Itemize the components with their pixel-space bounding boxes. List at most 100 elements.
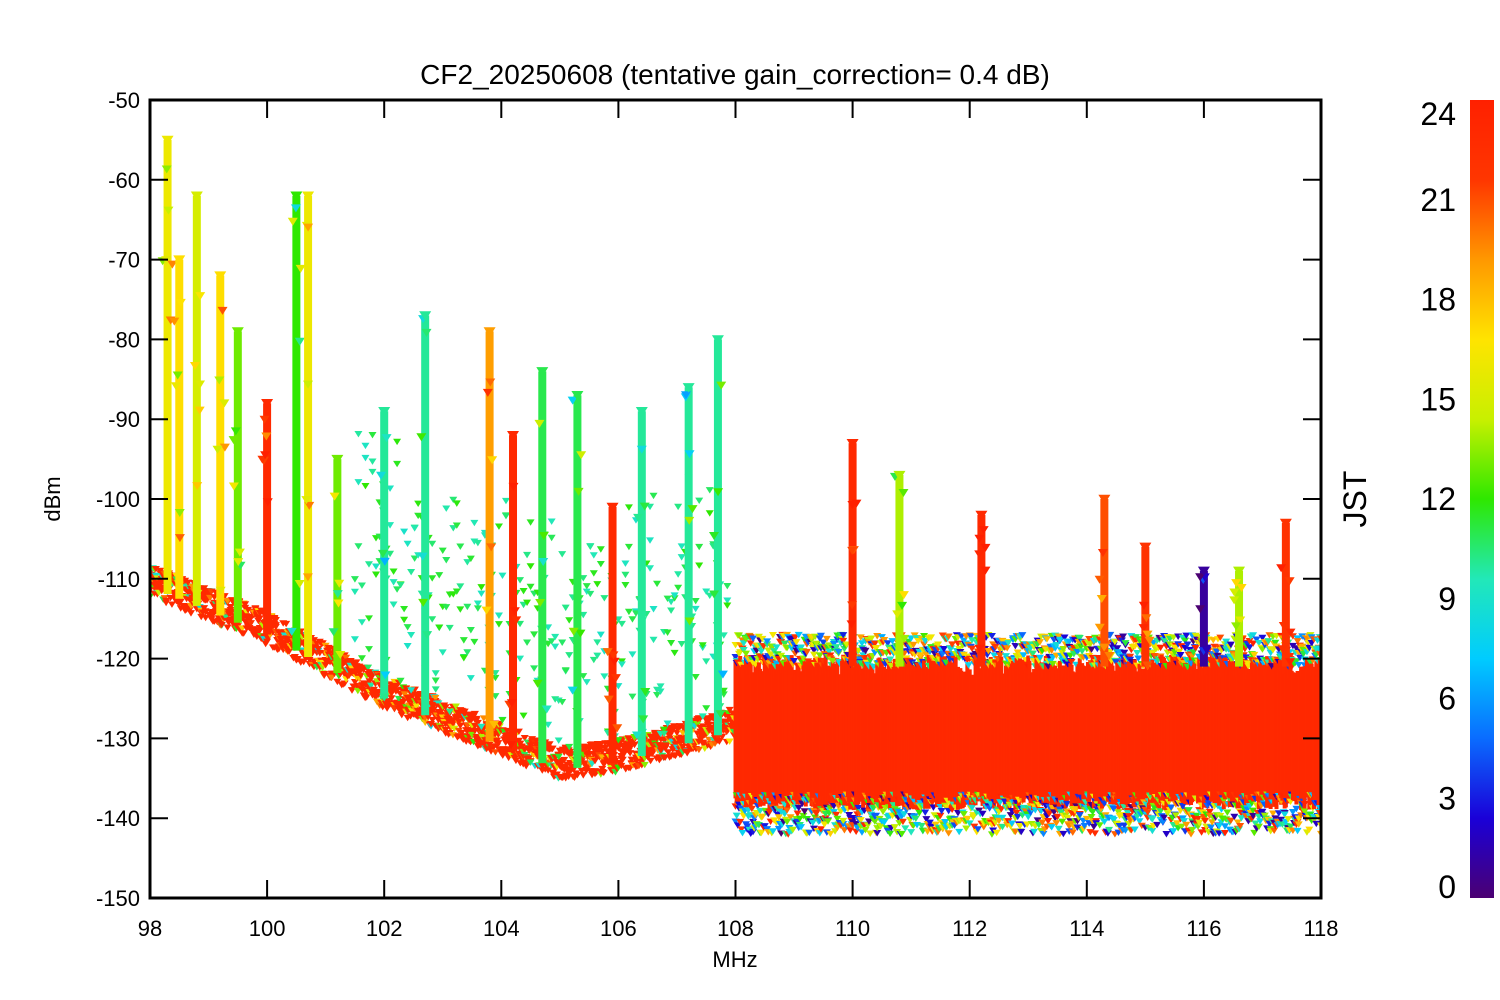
data-marker bbox=[357, 655, 366, 662]
data-marker bbox=[1095, 822, 1104, 829]
data-marker bbox=[1130, 826, 1139, 833]
data-marker bbox=[777, 652, 786, 660]
data-marker bbox=[1003, 645, 1012, 652]
data-marker bbox=[589, 570, 598, 577]
data-marker bbox=[449, 496, 458, 504]
data-marker bbox=[670, 649, 679, 657]
data-marker bbox=[523, 551, 532, 559]
data-marker bbox=[1030, 828, 1039, 836]
data-marker bbox=[959, 651, 968, 659]
data-marker bbox=[839, 817, 848, 825]
data-marker bbox=[1035, 654, 1044, 662]
data-marker bbox=[239, 630, 248, 637]
data-marker bbox=[934, 641, 943, 648]
data-marker bbox=[470, 519, 479, 527]
data-marker bbox=[598, 748, 607, 755]
colorbar-tick-label: 0 bbox=[1438, 869, 1456, 905]
data-marker bbox=[350, 576, 359, 583]
data-marker bbox=[1062, 800, 1071, 808]
data-marker bbox=[350, 679, 359, 686]
data-marker bbox=[472, 715, 481, 723]
data-marker bbox=[660, 730, 669, 738]
data-marker bbox=[656, 683, 665, 690]
data-marker bbox=[596, 631, 605, 639]
data-marker bbox=[192, 589, 203, 598]
data-marker bbox=[1109, 817, 1118, 824]
data-marker bbox=[846, 620, 857, 629]
data-marker bbox=[1062, 808, 1071, 815]
data-marker bbox=[173, 255, 186, 265]
data-marker bbox=[1226, 641, 1235, 649]
data-marker bbox=[422, 631, 433, 640]
data-marker bbox=[368, 468, 377, 476]
data-marker bbox=[520, 734, 529, 742]
data-marker bbox=[494, 612, 503, 619]
data-marker bbox=[1201, 646, 1212, 655]
data-marker bbox=[1012, 809, 1021, 817]
data-marker bbox=[593, 581, 602, 588]
data-marker bbox=[260, 451, 271, 460]
data-marker bbox=[271, 616, 280, 624]
data-marker bbox=[381, 434, 392, 443]
data-marker bbox=[866, 830, 875, 837]
data-marker bbox=[916, 652, 925, 659]
data-marker bbox=[1230, 813, 1239, 821]
data-marker bbox=[694, 746, 703, 754]
data-marker bbox=[259, 415, 270, 424]
data-marker bbox=[364, 615, 373, 622]
data-marker bbox=[379, 693, 390, 702]
data-marker bbox=[482, 388, 493, 397]
data-marker bbox=[1222, 638, 1231, 645]
colorbar-label: JST bbox=[1337, 471, 1373, 528]
data-marker bbox=[772, 660, 781, 667]
data-marker bbox=[861, 826, 870, 834]
data-marker bbox=[892, 610, 903, 619]
data-marker bbox=[822, 635, 831, 643]
data-marker bbox=[907, 635, 916, 642]
data-marker bbox=[811, 633, 820, 641]
data-marker bbox=[565, 652, 574, 659]
data-marker bbox=[723, 583, 732, 590]
data-marker bbox=[1138, 624, 1149, 633]
data-marker bbox=[290, 191, 303, 202]
data-marker bbox=[364, 664, 373, 671]
data-marker bbox=[969, 812, 978, 819]
data-marker bbox=[749, 828, 758, 836]
data-marker bbox=[1047, 824, 1056, 831]
data-marker bbox=[376, 471, 387, 480]
data-marker bbox=[909, 641, 918, 649]
data-marker bbox=[214, 376, 225, 385]
data-marker bbox=[847, 501, 858, 510]
data-marker bbox=[772, 644, 781, 651]
data-marker bbox=[463, 559, 472, 566]
data-marker bbox=[1138, 601, 1149, 610]
x-tick-label: 112 bbox=[952, 916, 987, 941]
data-marker bbox=[985, 805, 994, 812]
data-marker bbox=[994, 817, 1003, 825]
data-marker bbox=[713, 488, 724, 497]
data-marker bbox=[175, 298, 186, 307]
data-marker bbox=[400, 606, 409, 613]
data-marker bbox=[624, 735, 633, 742]
data-marker bbox=[1175, 648, 1184, 655]
data-marker bbox=[1285, 628, 1296, 637]
data-marker bbox=[428, 616, 437, 623]
data-marker bbox=[1254, 639, 1263, 647]
data-marker bbox=[573, 771, 582, 779]
data-marker bbox=[161, 135, 174, 146]
data-marker bbox=[481, 606, 492, 615]
data-marker bbox=[190, 191, 203, 202]
colorbar-tick-label: 21 bbox=[1420, 182, 1456, 218]
data-marker bbox=[639, 502, 650, 511]
data-marker bbox=[980, 566, 991, 575]
data-marker bbox=[786, 814, 795, 821]
data-marker bbox=[379, 557, 390, 566]
data-marker bbox=[219, 443, 230, 452]
data-marker bbox=[354, 479, 363, 486]
data-marker bbox=[378, 407, 391, 417]
data-marker bbox=[428, 575, 437, 582]
data-marker bbox=[1278, 622, 1289, 631]
data-marker bbox=[920, 641, 929, 648]
data-marker bbox=[987, 632, 996, 640]
data-marker bbox=[702, 705, 711, 712]
